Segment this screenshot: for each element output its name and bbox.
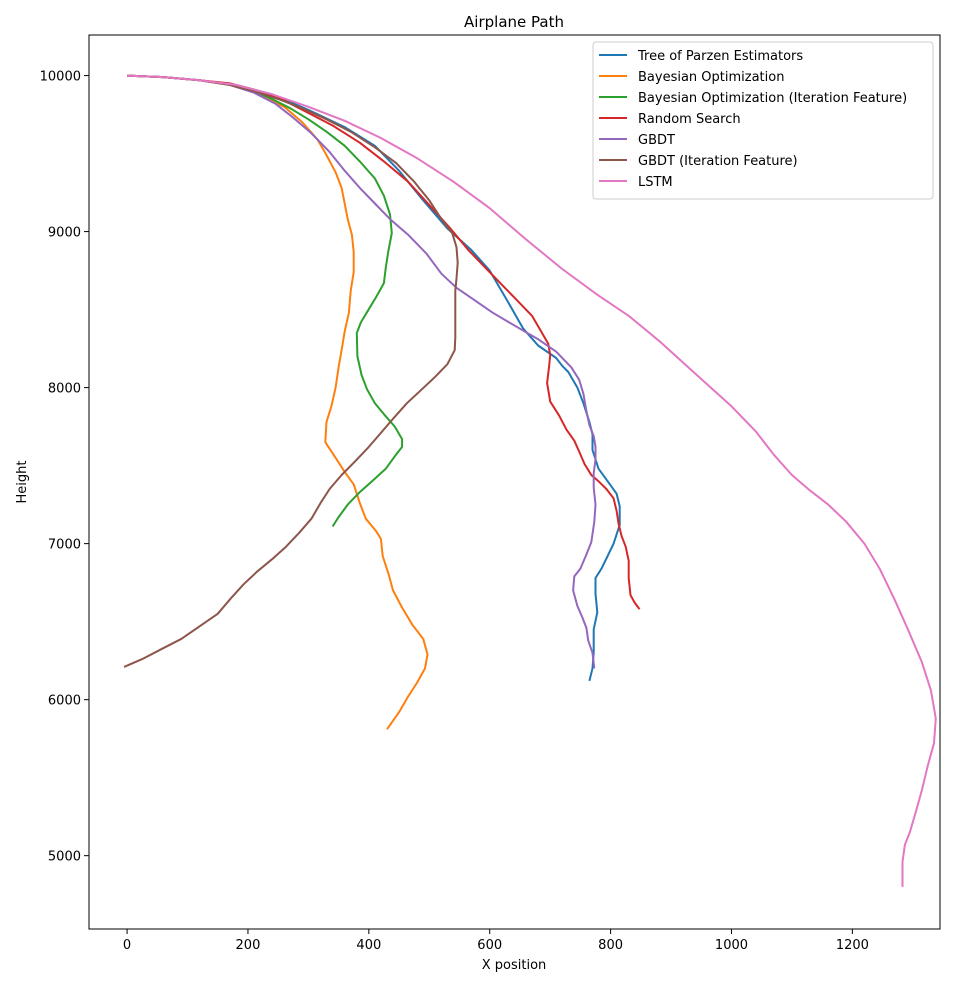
legend-entry: LSTM (638, 175, 673, 190)
y-tick-label: 7000 (48, 538, 81, 553)
plot-area-frame (88, 34, 941, 930)
legend-entry: GBDT (638, 133, 675, 148)
x-tick-label: 1000 (715, 938, 748, 953)
legend: Tree of Parzen Estimators Bayesian Optimi… (592, 41, 934, 200)
x-tick-label: 0 (123, 938, 131, 953)
series-line-6 (127, 74, 937, 887)
y-tick-label: 5000 (48, 850, 81, 865)
series-line-4 (127, 74, 597, 669)
x-tick-label: 600 (477, 938, 502, 953)
x-tick-label: 200 (236, 938, 261, 953)
legend-entry: GBDT (Iteration Feature) (638, 154, 798, 169)
x-tick-label: 800 (598, 938, 623, 953)
series-layer (123, 74, 937, 887)
legend-frame (592, 41, 934, 200)
series-line-3 (127, 74, 641, 610)
y-tick-label: 8000 (48, 382, 81, 397)
legend-entry: Bayesian Optimization (638, 70, 784, 85)
legend-entry: Random Search (638, 112, 741, 127)
legend-entry: Bayesian Optimization (Iteration Feature… (638, 91, 907, 106)
y-axis-label: Height (15, 461, 30, 504)
legend-entry: Tree of Parzen Estimators (637, 49, 803, 64)
y-tick-label: 9000 (48, 226, 81, 241)
x-tick-label: 1200 (836, 938, 869, 953)
x-tick-label: 400 (356, 938, 381, 953)
y-axis-ticks: 5000 6000 7000 8000 9000 10000 (40, 70, 89, 865)
y-tick-label: 6000 (48, 694, 81, 709)
chart-title: Airplane Path (464, 13, 564, 31)
series-line-5 (123, 74, 459, 668)
x-axis-label: X position (482, 958, 547, 973)
y-tick-label: 10000 (40, 70, 81, 85)
series-line-2 (127, 74, 404, 528)
x-axis-ticks: 0 200 400 600 800 1000 1200 (123, 929, 869, 953)
